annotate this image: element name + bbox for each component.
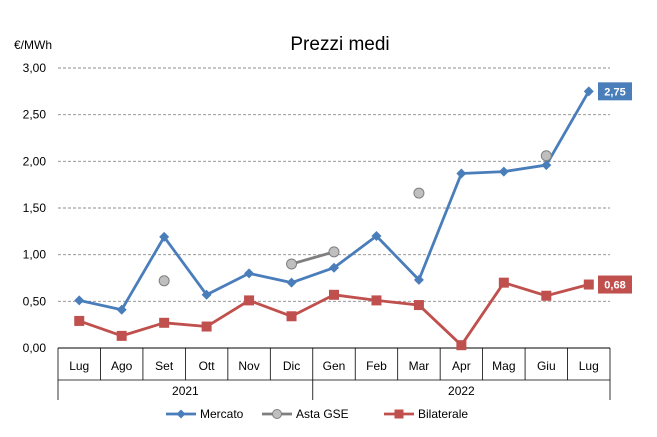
data-point	[394, 409, 404, 419]
x-tick-label: Nov	[238, 359, 259, 373]
x-tick-label: Lug	[69, 359, 89, 373]
data-point	[498, 277, 509, 288]
data-point	[201, 321, 212, 332]
data-point	[371, 295, 382, 306]
y-tick-label: 2,00	[23, 154, 47, 168]
data-point	[329, 289, 339, 300]
y-tick-label: 1,50	[23, 201, 47, 215]
x-tick-label: Feb	[366, 359, 387, 373]
data-point	[244, 295, 255, 306]
data-point	[116, 330, 127, 341]
x-tick-label: Set	[155, 359, 174, 373]
x-tick-label: Ago	[111, 359, 133, 373]
data-point	[286, 311, 297, 322]
legend-label: Mercato	[200, 407, 244, 421]
data-point	[74, 295, 85, 306]
series	[74, 86, 594, 351]
end-value-label: 0,68	[604, 280, 625, 292]
x-tick-label: Dic	[283, 359, 300, 373]
x-tick-label: Mag	[492, 359, 515, 373]
data-point	[413, 187, 425, 199]
data-point	[583, 86, 594, 97]
data-point	[286, 258, 298, 270]
y-tick-label: 0,00	[23, 341, 47, 355]
data-point	[413, 274, 424, 285]
legend-label: Bilaterale	[418, 407, 468, 421]
data-point	[201, 289, 212, 300]
data-point	[583, 279, 594, 290]
data-point	[159, 317, 170, 328]
x-tick-label: Giu	[537, 359, 556, 373]
x-group-label: 2022	[448, 384, 475, 398]
data-point	[159, 231, 170, 242]
x-tick-label: Mar	[409, 359, 430, 373]
end-value-label-box	[598, 82, 632, 101]
end-value-label-box	[598, 275, 632, 294]
data-point	[74, 315, 85, 326]
data-point	[286, 277, 297, 288]
end-value-label: 2,75	[604, 86, 625, 98]
x-tick-label: Lug	[579, 359, 599, 373]
data-point	[371, 231, 382, 241]
data-point	[272, 409, 282, 419]
y-tick-label: 2,50	[23, 108, 47, 122]
legend-label: Asta GSE	[296, 407, 349, 421]
x-tick-label: Apr	[452, 359, 471, 373]
x-tick-label: Gen	[323, 359, 346, 373]
series-line	[291, 250, 335, 266]
data-labels: 2,75 0,68	[598, 82, 632, 294]
data-point	[456, 340, 467, 351]
series-line	[78, 90, 590, 312]
data-point	[244, 268, 255, 279]
data-point	[540, 150, 552, 162]
data-point	[158, 275, 170, 287]
x-group-label: 2021	[172, 384, 199, 398]
gridlines	[58, 67, 610, 302]
data-point	[328, 246, 340, 258]
y-axis-unit: €/MWh	[14, 38, 52, 52]
data-point	[413, 300, 424, 311]
data-point	[329, 262, 339, 273]
y-tick-label: 3,00	[23, 61, 47, 75]
data-point	[541, 160, 552, 171]
series-bilaterale	[74, 277, 594, 351]
series-mercato	[74, 86, 594, 315]
data-point	[456, 168, 467, 179]
data-point	[541, 290, 552, 301]
chart-title: Prezzi medi	[290, 34, 389, 55]
y-tick-label: 0,50	[23, 294, 47, 308]
data-point	[176, 409, 186, 419]
series-asta-gse	[158, 150, 552, 287]
data-point	[498, 166, 509, 177]
axes: 0,00 0,50 1,00 1,50 2,00 2,50 3,00 Lug Ago Set Ott…	[23, 61, 611, 400]
legend: Mercato Asta GSE Bilaterale	[166, 407, 468, 421]
data-point	[116, 304, 127, 315]
y-tick-label: 1,00	[23, 248, 47, 262]
x-tick-label: Ott	[199, 359, 216, 373]
